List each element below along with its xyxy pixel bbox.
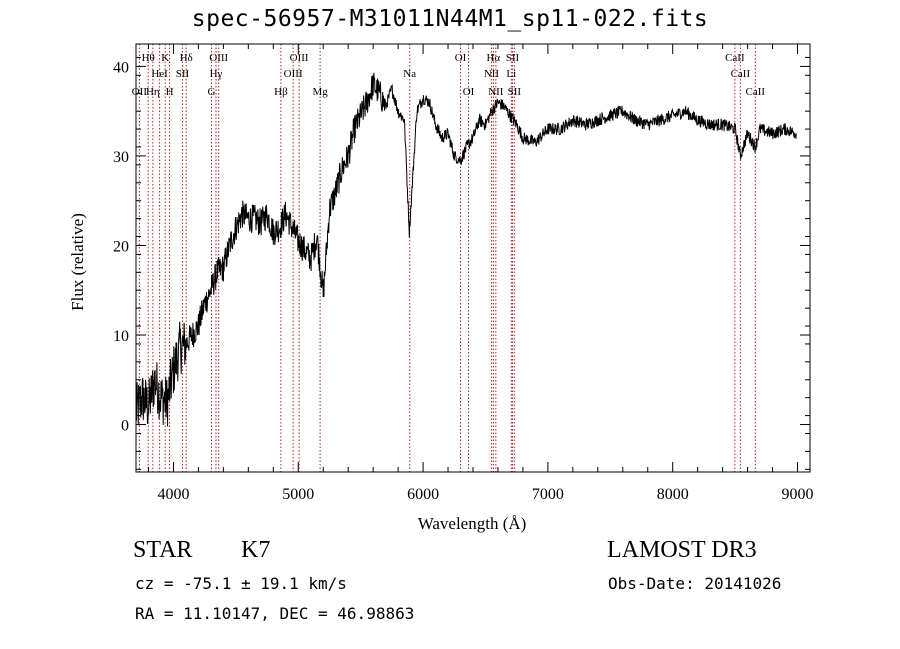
line-label-26: CaII	[746, 86, 766, 98]
x-tick-label-3: 7000	[532, 486, 564, 503]
line-label-22: SII	[506, 52, 520, 64]
line-label-15: Na	[403, 68, 416, 80]
survey-name: LAMOST DR3	[607, 537, 757, 563]
x-tick-label-0: 4000	[157, 486, 189, 503]
y-tick-label-1: 10	[113, 328, 129, 345]
plot-frame	[135, 43, 811, 473]
coordinates: RA = 11.10147, DEC = 46.98863	[135, 604, 415, 623]
line-label-25: CaII	[731, 68, 751, 80]
line-label-5: H	[166, 86, 174, 98]
line-label-23: SII	[508, 86, 522, 98]
observation-date: Obs-Date: 20141026	[608, 574, 782, 593]
spectrum-line	[135, 72, 797, 427]
line-label-3: HeI	[151, 68, 168, 80]
line-label-10: OIII	[209, 52, 228, 64]
spectral-line-labels: OIIHθHηHeIKHSIIHδGHγOIIIHβOIIIOIIIMgNaOI…	[132, 52, 766, 98]
object-subclass: K7	[241, 537, 271, 563]
plot-axes: 4000 5000 6000 7000 8000 9000 0 10 20 30 40	[113, 43, 814, 503]
line-label-24: CaII	[725, 52, 745, 64]
line-label-16: OI	[455, 52, 467, 64]
line-label-20: NII	[488, 86, 504, 98]
x-tick-label-4: 8000	[657, 486, 689, 503]
line-label-6: SII	[176, 68, 190, 80]
line-label-8: G	[208, 86, 216, 98]
line-label-1: Hθ	[142, 52, 155, 64]
line-label-18: NII	[484, 68, 500, 80]
line-label-21: Li	[506, 68, 516, 80]
line-label-17: OI	[463, 86, 475, 98]
y-tick-label-0: 0	[121, 418, 129, 435]
x-tick-label-2: 6000	[407, 486, 439, 503]
line-label-11: Hβ	[274, 86, 288, 98]
spectrum-series	[135, 72, 797, 427]
line-label-7: Hδ	[180, 52, 193, 64]
x-tick-label-1: 5000	[282, 486, 314, 503]
x-tick-label-5: 9000	[782, 486, 814, 503]
chart-title: spec-56957-M31011N44M1_sp11-022.fits	[191, 6, 709, 32]
line-label-13: OIII	[290, 52, 309, 64]
y-tick-label-3: 30	[113, 149, 129, 166]
line-label-4: K	[161, 52, 169, 64]
line-label-12: OIII	[284, 68, 303, 80]
y-tick-label-4: 40	[113, 59, 129, 76]
line-label-19: Hα	[486, 52, 500, 64]
y-tick-label-2: 20	[113, 238, 129, 255]
line-label-0: OII	[132, 86, 148, 98]
redshift-velocity: cz = -75.1 ± 19.1 km/s	[135, 574, 347, 593]
line-label-2: Hη	[146, 86, 160, 98]
y-axis-label: Flux (relative)	[68, 213, 87, 311]
object-class: STAR	[133, 537, 193, 563]
line-label-14: Mg	[312, 86, 328, 98]
line-label-9: Hγ	[210, 68, 223, 80]
x-axis-label: Wavelength (Å)	[418, 514, 527, 533]
spectral-line-markers	[138, 44, 756, 472]
